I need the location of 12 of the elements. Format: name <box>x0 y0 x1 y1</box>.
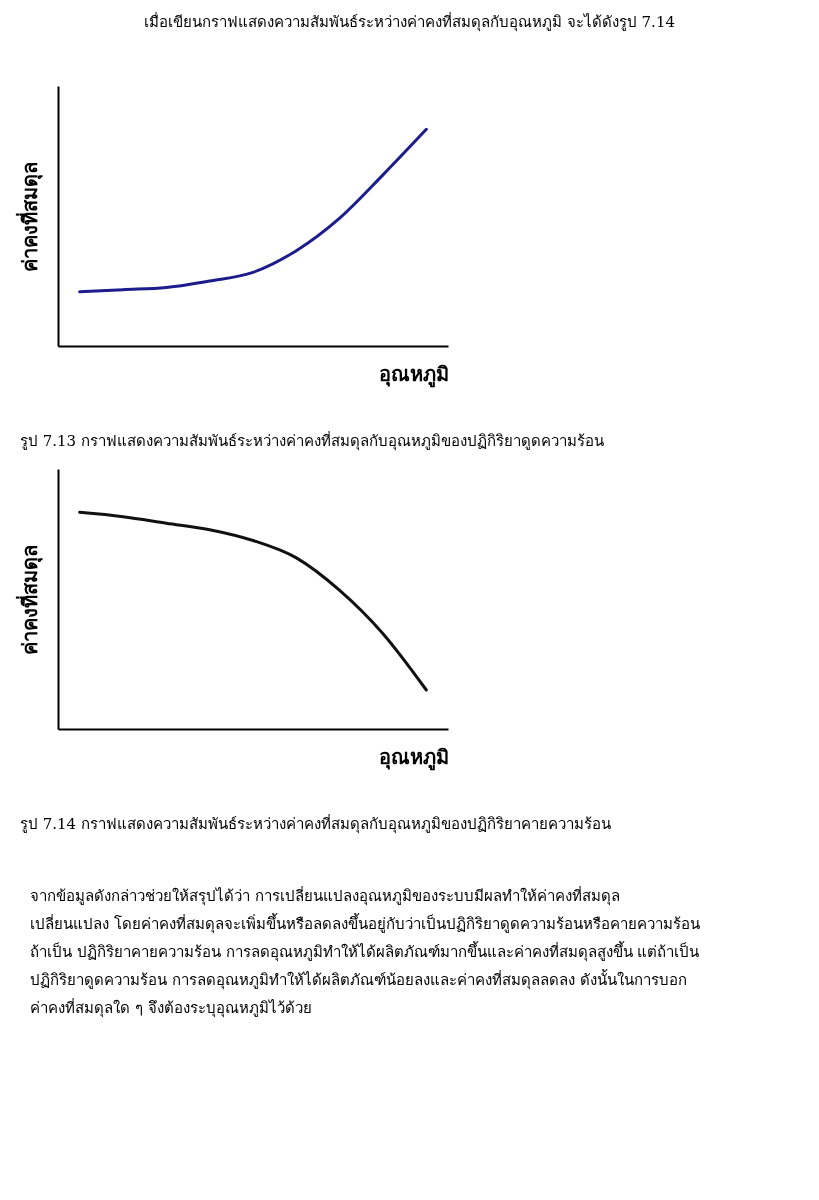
text: รูป 7.14 กราฟแสดงความสัมพันธ์ระหว่างค่าคงที่สมดุลกับอุณหภูมิของปฏิกิริยาคายความร้อน <box>20 813 611 834</box>
text: ปฏิกิริยาดูดความร้อน การลดอุณหภูมิทำให้ได้ผลิตภัณฑ์น้อยลงและค่าคงที่สมดุลลดลง ดังนั้นในการบอก <box>30 968 688 992</box>
y-axis-title: ค่าคงที่สมดุล <box>14 161 43 272</box>
text: เปลี่ยนแปลง โดยค่าคงที่สมดุลจะเพิ่มขึ้นหรือลดลงขึ้นอยู่กับว่าเป็นปฏิกิริยาดูดความร้อนหรือคายความร้อน <box>30 912 701 936</box>
text: จากข้อมูลดังกล่าวช่วยให้สรุปได้ว่า การเปลี่ยนแปลงอุณหภูมิของระบบมีผลทำให้ค่าคงที่สมดุล <box>30 885 621 908</box>
y-axis-title: ค่าคงที่สมดุล <box>14 544 43 655</box>
text: ค่าคงที่สมดุลใด ๆ จึงต้องระบุอุณหภูมิไว้ด้วย <box>30 997 313 1020</box>
text: รูป 7.13 กราฟแสดงความสัมพันธ์ระหว่างค่าคงที่สมดุลกับอุณหภูมิของปฏิกิริยาดูดความร้อน <box>20 430 604 451</box>
text: เมื่อเขียนกราฟแสดงความสัมพันธ์ระหว่างค่าคงที่สมดุลกับอุณหภูมิ จะได้ดังรูป 7.14 <box>143 11 676 34</box>
text: ถ้าเป็น ปฏิกิริยาคายความร้อน การลดอุณหภูมิทำให้ได้ผลิตภัณฑ์มากขึ้นและค่าคงที่สมดุลสูงขึ้น แต่ถ้าเป็น <box>30 940 701 964</box>
x-axis-title: อุณหภูมิ <box>378 744 449 771</box>
x-axis-title: อุณหภูมิ <box>378 361 449 388</box>
